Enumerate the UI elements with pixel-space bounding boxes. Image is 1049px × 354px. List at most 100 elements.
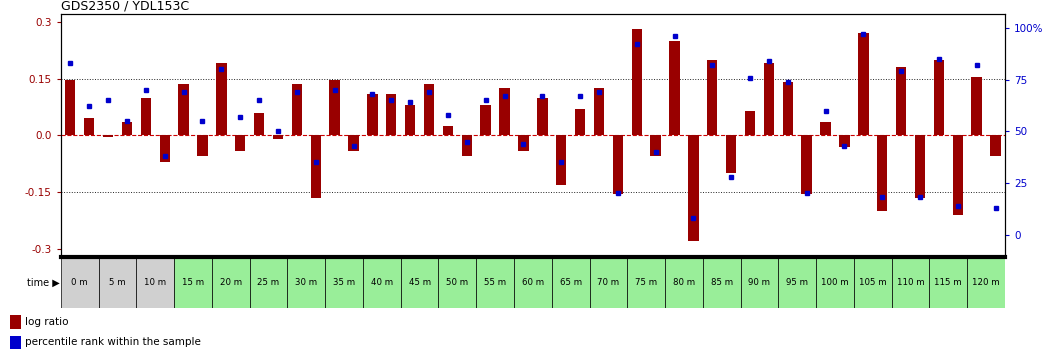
Bar [929,257,967,308]
Bar [462,136,472,156]
Text: 90 m: 90 m [749,278,770,287]
Text: 25 m: 25 m [257,278,280,287]
Text: 115 m: 115 m [935,278,962,287]
Text: 55 m: 55 m [484,278,507,287]
Bar [178,84,189,136]
Bar [877,136,887,211]
Bar [801,136,812,194]
Bar [254,113,264,136]
Bar [594,88,604,136]
Text: 60 m: 60 m [521,278,544,287]
Bar [783,82,793,136]
Bar [726,136,736,173]
Bar [212,257,250,308]
Bar [348,136,359,150]
Bar [854,257,892,308]
Bar [703,257,741,308]
Bar [839,136,850,147]
Text: 65 m: 65 m [559,278,582,287]
Bar [915,136,925,198]
Text: 0 m: 0 m [71,278,88,287]
Text: 95 m: 95 m [787,278,808,287]
Bar [367,94,378,136]
Text: GDS2350 / YDL153C: GDS2350 / YDL153C [61,0,189,13]
Bar [613,136,623,194]
Bar [971,77,982,136]
Bar [443,126,453,136]
Bar [216,63,227,136]
Bar [122,122,132,136]
Bar [820,122,831,136]
Text: log ratio: log ratio [25,317,68,327]
Text: percentile rank within the sample: percentile rank within the sample [25,337,201,348]
Bar [745,111,755,136]
Text: time ▶: time ▶ [27,277,60,287]
Bar [273,136,283,139]
Bar [141,97,151,136]
Bar [65,80,76,136]
Text: 110 m: 110 m [897,278,924,287]
Text: 70 m: 70 m [597,278,620,287]
Bar [990,136,1001,156]
Bar [892,257,929,308]
Bar [858,33,869,136]
Text: 105 m: 105 m [859,278,886,287]
Bar [10,336,21,349]
Text: 30 m: 30 m [295,278,318,287]
Bar [707,59,718,136]
Text: 45 m: 45 m [408,278,431,287]
Bar [741,257,778,308]
Bar [250,257,287,308]
Bar [556,136,566,185]
Bar [329,80,340,136]
Bar [84,118,94,136]
Bar [514,257,552,308]
Bar [816,257,854,308]
Text: 20 m: 20 m [219,278,242,287]
Bar [136,257,174,308]
Text: 5 m: 5 m [109,278,126,287]
Bar [499,88,510,136]
Bar [934,59,944,136]
Text: 35 m: 35 m [333,278,356,287]
Text: 75 m: 75 m [635,278,658,287]
Text: 80 m: 80 m [672,278,695,287]
Bar [665,257,703,308]
Bar [386,94,397,136]
Bar [424,84,434,136]
Bar [590,257,627,308]
Bar [518,136,529,150]
Bar [476,257,514,308]
Bar [552,257,590,308]
Bar [159,136,170,162]
Bar [627,257,665,308]
Text: 15 m: 15 m [181,278,205,287]
Bar [480,105,491,136]
Text: 50 m: 50 m [446,278,469,287]
Bar [631,29,642,136]
Bar [103,136,113,137]
Bar [650,136,661,156]
Bar [10,315,21,329]
Bar [99,257,136,308]
Bar [967,257,1005,308]
Bar [401,257,438,308]
Bar [287,257,325,308]
Bar [405,105,415,136]
Bar [325,257,363,308]
Bar [61,257,99,308]
Bar [235,136,245,150]
Bar [292,84,302,136]
Text: 100 m: 100 m [821,278,849,287]
Bar [197,136,208,156]
Bar [669,41,680,136]
Bar [764,63,774,136]
Text: 85 m: 85 m [710,278,733,287]
Bar [778,257,816,308]
Bar [438,257,476,308]
Bar [896,67,906,136]
Text: 120 m: 120 m [972,278,1000,287]
Text: 10 m: 10 m [144,278,167,287]
Bar [363,257,401,308]
Bar [952,136,963,215]
